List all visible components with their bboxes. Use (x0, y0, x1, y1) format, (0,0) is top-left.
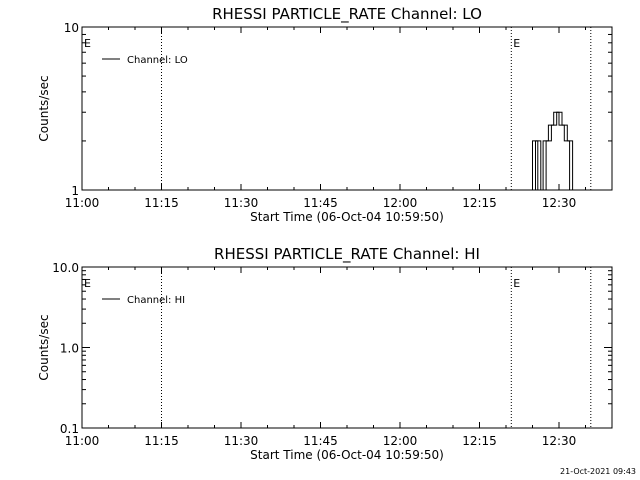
x-tick-label: 11:30 (224, 434, 259, 448)
y-axis-label: Counts/sec (37, 75, 51, 141)
x-tick-label: 11:00 (65, 196, 100, 210)
y-tick-label: 0.1 (60, 422, 79, 436)
x-tick-label: 11:45 (303, 434, 338, 448)
x-tick-label: 12:15 (462, 196, 497, 210)
y-axis-label: Counts/sec (37, 314, 51, 380)
x-axis-label: Start Time (06-Oct-04 10:59:50) (250, 448, 444, 462)
event-marker: E (84, 37, 91, 50)
event-marker: E (513, 37, 520, 50)
panel-lo: RHESSI PARTICLE_RATE Channel: LO 11:00 11:… (37, 5, 613, 224)
x-tick-label: 11:15 (144, 196, 179, 210)
x-tick-label: 12:00 (383, 434, 418, 448)
event-marker: E (513, 277, 520, 290)
x-axis-label: Start Time (06-Oct-04 10:59:50) (250, 210, 444, 224)
timestamp: 21-Oct-2021 09:43 (560, 467, 636, 476)
x-tick-label: 12:30 (542, 434, 577, 448)
x-tick-label: 12:15 (462, 434, 497, 448)
legend-entry: Channel: LO (127, 55, 188, 66)
x-tick-label: 11:15 (144, 434, 179, 448)
chart-title: RHESSI PARTICLE_RATE Channel: LO (212, 5, 482, 24)
panel-hi: RHESSI PARTICLE_RATE Channel: HI 11:00 11:… (37, 245, 613, 462)
x-tick-label: 12:30 (542, 196, 577, 210)
series-line-envelope (530, 111, 574, 191)
event-marker: E (84, 277, 91, 290)
y-tick-label: 10 (64, 21, 79, 35)
x-tick-label: 11:00 (65, 434, 100, 448)
series-line (527, 111, 571, 191)
y-tick-label: 1.0 (60, 342, 79, 356)
x-tick-label: 11:30 (224, 196, 259, 210)
x-tick-label: 11:45 (303, 196, 338, 210)
legend-entry: Channel: HI (127, 295, 185, 306)
x-tick-label: 12:00 (383, 196, 418, 210)
y-tick-label: 1 (71, 184, 79, 198)
y-tick-label: 10.0 (52, 261, 79, 275)
chart-title: RHESSI PARTICLE_RATE Channel: HI (214, 245, 480, 264)
